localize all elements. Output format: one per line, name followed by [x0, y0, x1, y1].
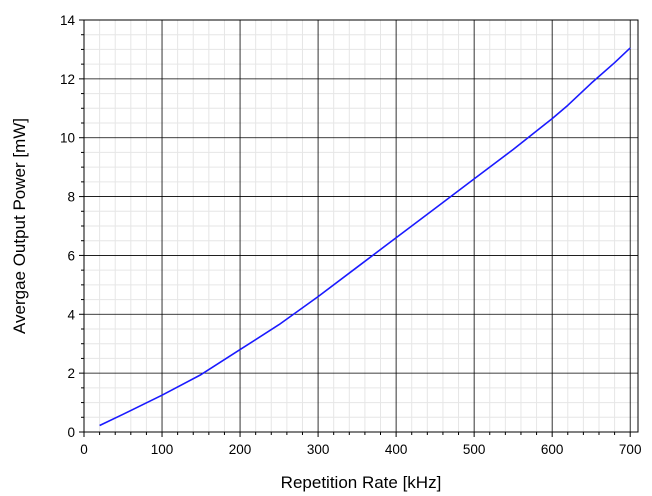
x-tick-label: 300	[307, 442, 330, 457]
y-tick-label: 8	[67, 190, 75, 205]
major-grid	[84, 20, 638, 432]
y-tick-label: 12	[60, 72, 75, 87]
x-tick-label: 500	[463, 442, 486, 457]
y-tick-label: 10	[60, 131, 75, 146]
axis-ticks	[79, 19, 631, 437]
series-layer	[99, 47, 631, 427]
y-tick-label: 14	[60, 13, 76, 28]
series-line	[99, 47, 631, 427]
x-tick-label: 400	[385, 442, 408, 457]
y-tick-label: 4	[67, 307, 75, 322]
x-axis-label: Repetition Rate [kHz]	[281, 473, 442, 492]
x-tick-label: 100	[151, 442, 174, 457]
y-tick-label: 0	[67, 425, 75, 440]
x-tick-label: 0	[80, 442, 88, 457]
tick-labels: 0 100 200 300 400 500 600 700 0 2 4 6 8 10 12 14	[60, 13, 641, 457]
x-tick-label: 600	[541, 442, 564, 457]
x-tick-label: 700	[619, 442, 642, 457]
y-axis-label: Avergae Output Power [mW]	[10, 118, 29, 334]
y-tick-label: 2	[67, 366, 75, 381]
y-tick-label: 6	[67, 248, 75, 263]
x-tick-label: 200	[229, 442, 252, 457]
